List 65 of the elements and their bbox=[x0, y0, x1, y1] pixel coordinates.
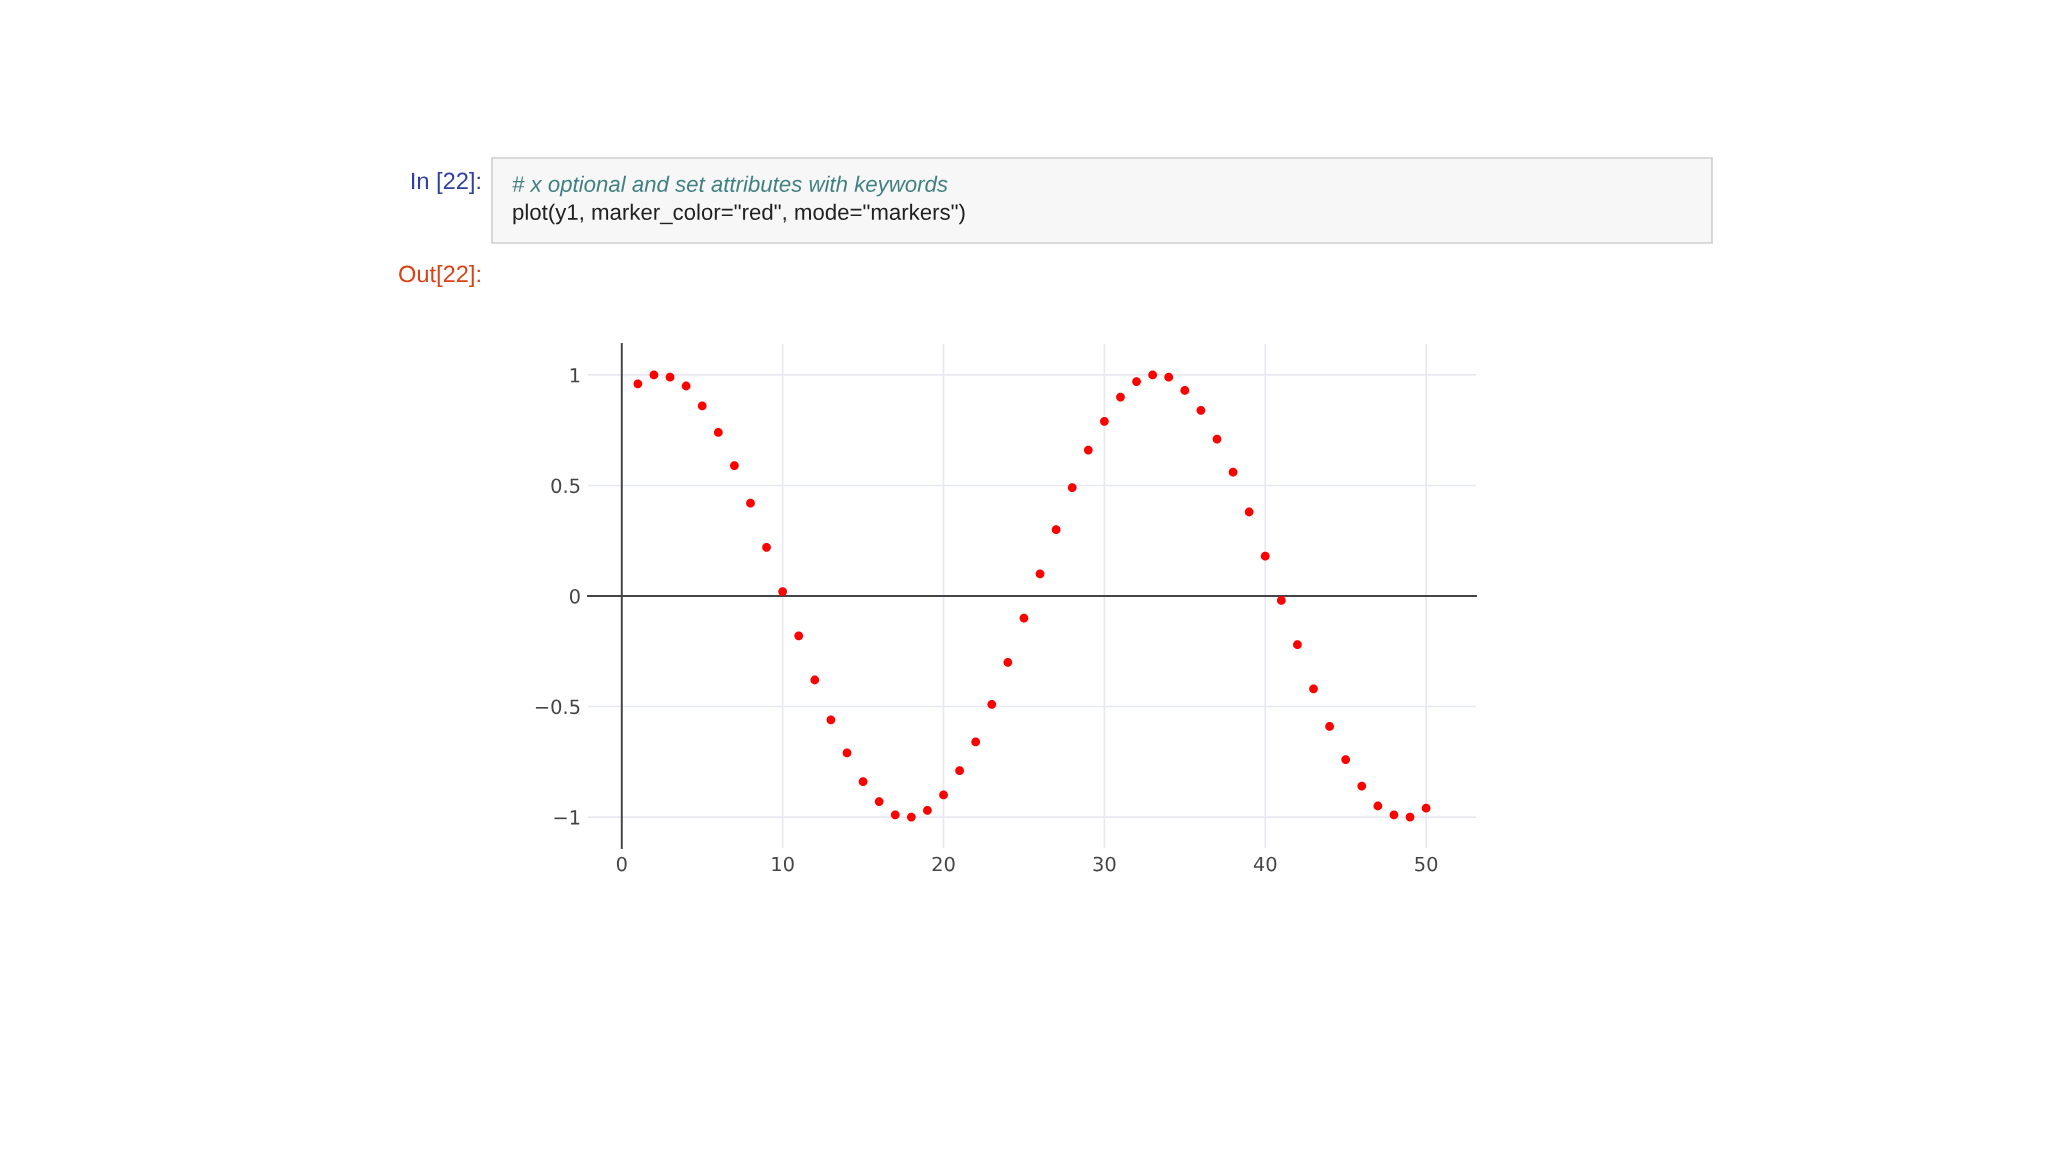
point bbox=[1100, 416, 1109, 426]
text: In [22]: bbox=[411, 172, 480, 195]
x-tick-label: 20 bbox=[932, 856, 955, 872]
point bbox=[746, 498, 755, 508]
y-tick-label: 0.5 bbox=[551, 478, 580, 494]
point bbox=[1212, 434, 1222, 444]
point bbox=[858, 777, 868, 787]
point bbox=[649, 370, 659, 380]
point bbox=[762, 542, 771, 552]
point bbox=[1389, 810, 1399, 820]
x-tick-label: 30 bbox=[1093, 856, 1116, 872]
point bbox=[1309, 684, 1318, 694]
point bbox=[697, 401, 707, 411]
y-tick-label: 0 bbox=[569, 588, 580, 604]
point bbox=[874, 797, 884, 806]
point bbox=[1405, 812, 1415, 822]
point bbox=[1051, 525, 1061, 535]
text: # x optional and set attributes with keywords bbox=[512, 175, 948, 197]
point bbox=[890, 810, 900, 820]
point bbox=[1276, 596, 1286, 605]
y-tick-label: 1 bbox=[570, 368, 580, 383]
point bbox=[826, 715, 836, 725]
x-tick-label: 40 bbox=[1253, 856, 1277, 872]
point bbox=[1019, 613, 1029, 623]
point bbox=[1357, 781, 1367, 791]
point bbox=[1196, 405, 1206, 415]
x-tick-label: 10 bbox=[772, 856, 794, 872]
point bbox=[1341, 755, 1351, 764]
point bbox=[1421, 803, 1431, 813]
point bbox=[730, 461, 739, 470]
point bbox=[665, 372, 675, 382]
point bbox=[810, 675, 820, 685]
y-tick-label: −0.5 bbox=[535, 699, 580, 715]
point bbox=[923, 806, 932, 815]
point bbox=[842, 748, 852, 758]
point bbox=[1035, 569, 1045, 579]
point bbox=[633, 379, 643, 389]
point bbox=[713, 428, 723, 437]
text: Out[22]: bbox=[399, 265, 480, 287]
point bbox=[971, 737, 981, 747]
point bbox=[1244, 507, 1254, 517]
point bbox=[1083, 445, 1093, 455]
x-tick-label: 0 bbox=[616, 856, 627, 872]
point bbox=[1325, 722, 1334, 731]
point bbox=[1148, 370, 1158, 380]
point bbox=[1180, 386, 1190, 395]
point bbox=[906, 812, 916, 822]
point bbox=[1164, 372, 1174, 382]
point bbox=[939, 790, 948, 800]
point bbox=[1132, 377, 1141, 386]
x-tick-label: 50 bbox=[1415, 856, 1438, 872]
point bbox=[955, 766, 964, 776]
point bbox=[1067, 483, 1077, 493]
point bbox=[1116, 392, 1125, 402]
point bbox=[1293, 640, 1302, 650]
point bbox=[1228, 467, 1238, 477]
point bbox=[794, 631, 804, 641]
point bbox=[681, 381, 691, 391]
y-tick-label: −1 bbox=[554, 810, 580, 825]
point bbox=[778, 587, 788, 596]
text: plot(y1, marker_color="red", mode="markers") bbox=[513, 203, 965, 225]
point bbox=[987, 699, 997, 709]
point bbox=[1260, 551, 1270, 561]
point bbox=[1373, 801, 1383, 811]
point bbox=[1003, 657, 1013, 667]
